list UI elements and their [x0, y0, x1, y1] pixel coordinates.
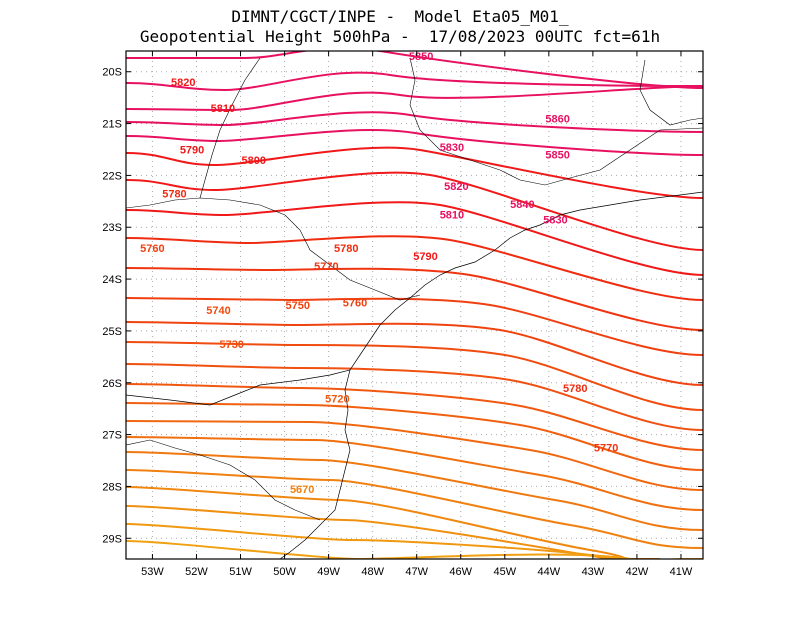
lat-label: 29S — [102, 533, 122, 545]
contour-label: 5760 — [343, 297, 367, 309]
contour-line — [126, 341, 703, 411]
contour-line — [126, 383, 703, 451]
contour-line — [126, 235, 703, 301]
lon-label: 53W — [141, 566, 164, 578]
contour-label: 5770 — [314, 261, 338, 273]
lon-label: 43W — [582, 566, 605, 578]
latitude-axis: 20S 21S 22S 23S 24S 25S 26S 27S 28S 29S — [102, 67, 703, 545]
contour-label: 5720 — [325, 393, 349, 405]
lat-label: 22S — [102, 170, 122, 182]
contour-label: 5730 — [219, 339, 243, 351]
contour-label: 5780 — [563, 383, 587, 395]
contour-label: 5810 — [211, 103, 235, 115]
plot-frame — [125, 50, 704, 560]
lon-label: 51W — [229, 566, 252, 578]
lat-label: 28S — [102, 481, 122, 493]
contour-line — [126, 201, 703, 276]
contour-line — [126, 111, 703, 133]
contour-label: 5780 — [334, 243, 358, 255]
contour-label: 5790 — [180, 144, 204, 156]
lon-label: 46W — [449, 566, 472, 578]
lon-label: 41W — [670, 566, 693, 578]
lat-label: 23S — [102, 222, 122, 234]
lon-label: 42W — [626, 566, 649, 578]
lon-label: 50W — [273, 566, 296, 578]
contour-label: 5850 — [409, 51, 433, 63]
lon-label: 52W — [185, 566, 208, 578]
contour-label: 5840 — [510, 199, 534, 211]
contour-label: 5750 — [286, 300, 310, 312]
contour-label: 5820 — [444, 181, 468, 193]
lat-label: 24S — [102, 274, 122, 286]
contour-line — [126, 402, 703, 471]
lon-label: 48W — [361, 566, 384, 578]
contour-line — [126, 128, 703, 156]
contour-line — [126, 85, 703, 112]
lat-label: 21S — [102, 119, 122, 131]
state-border — [126, 439, 321, 521]
contour-line — [126, 51, 703, 89]
contour-label: 5820 — [171, 77, 195, 89]
lat-lon-grid — [126, 51, 703, 559]
lon-label: 44W — [538, 566, 561, 578]
lon-label: 49W — [317, 566, 340, 578]
state-border — [639, 59, 703, 126]
contour-line — [126, 146, 703, 199]
contour-labels: 5850 5820 5810 5790 5800 5780 5860 5830 5850 5820… — [140, 51, 618, 496]
contour-label: 5740 — [206, 305, 230, 317]
contour-label: 5810 — [440, 209, 464, 221]
longitude-axis: 53W 52W 51W 50W 49W 48W 47W 46W 45W 44W 43W 42W 41W — [141, 51, 693, 578]
contour-line — [126, 451, 703, 531]
contour-line — [126, 523, 703, 559]
contour-line — [126, 71, 703, 92]
lon-label: 45W — [493, 566, 516, 578]
contour-label: 5830 — [543, 214, 567, 226]
contour-label: 5770 — [594, 443, 618, 455]
contour-label: 5790 — [413, 251, 437, 263]
coastline — [126, 57, 703, 559]
contour-line — [126, 436, 703, 511]
contour-label: 5780 — [162, 189, 186, 201]
contour-line — [126, 321, 703, 386]
state-border — [126, 197, 421, 301]
contour-label: 5760 — [140, 243, 164, 255]
contour-line — [126, 171, 703, 251]
contour-line — [126, 420, 703, 491]
coastline-path — [126, 191, 703, 406]
contour-lines — [126, 51, 703, 559]
contour-label: 5830 — [440, 142, 464, 154]
contour-line — [126, 363, 703, 431]
contour-label: 5850 — [545, 150, 569, 162]
state-border — [199, 57, 261, 199]
lat-label: 26S — [102, 378, 122, 390]
lat-label: 25S — [102, 326, 122, 338]
state-border — [409, 57, 703, 186]
coastline-path — [279, 369, 351, 559]
contour-line — [126, 486, 660, 559]
contour-line — [126, 267, 703, 331]
contour-line — [126, 540, 703, 559]
lat-label: 27S — [102, 430, 122, 442]
contour-label: 5860 — [545, 113, 569, 125]
lat-label: 20S — [102, 67, 122, 79]
contour-label: 5670 — [290, 484, 314, 496]
chart-title-line1: DIMNT/CGCT/INPE - Model Eta05_M01_ — [231, 7, 569, 26]
contour-line — [126, 505, 690, 559]
contour-line — [126, 469, 703, 549]
lon-label: 47W — [405, 566, 428, 578]
contour-label: 5800 — [241, 155, 265, 167]
chart-title-line2: Geopotential Height 500hPa - 17/08/2023 … — [139, 27, 661, 46]
